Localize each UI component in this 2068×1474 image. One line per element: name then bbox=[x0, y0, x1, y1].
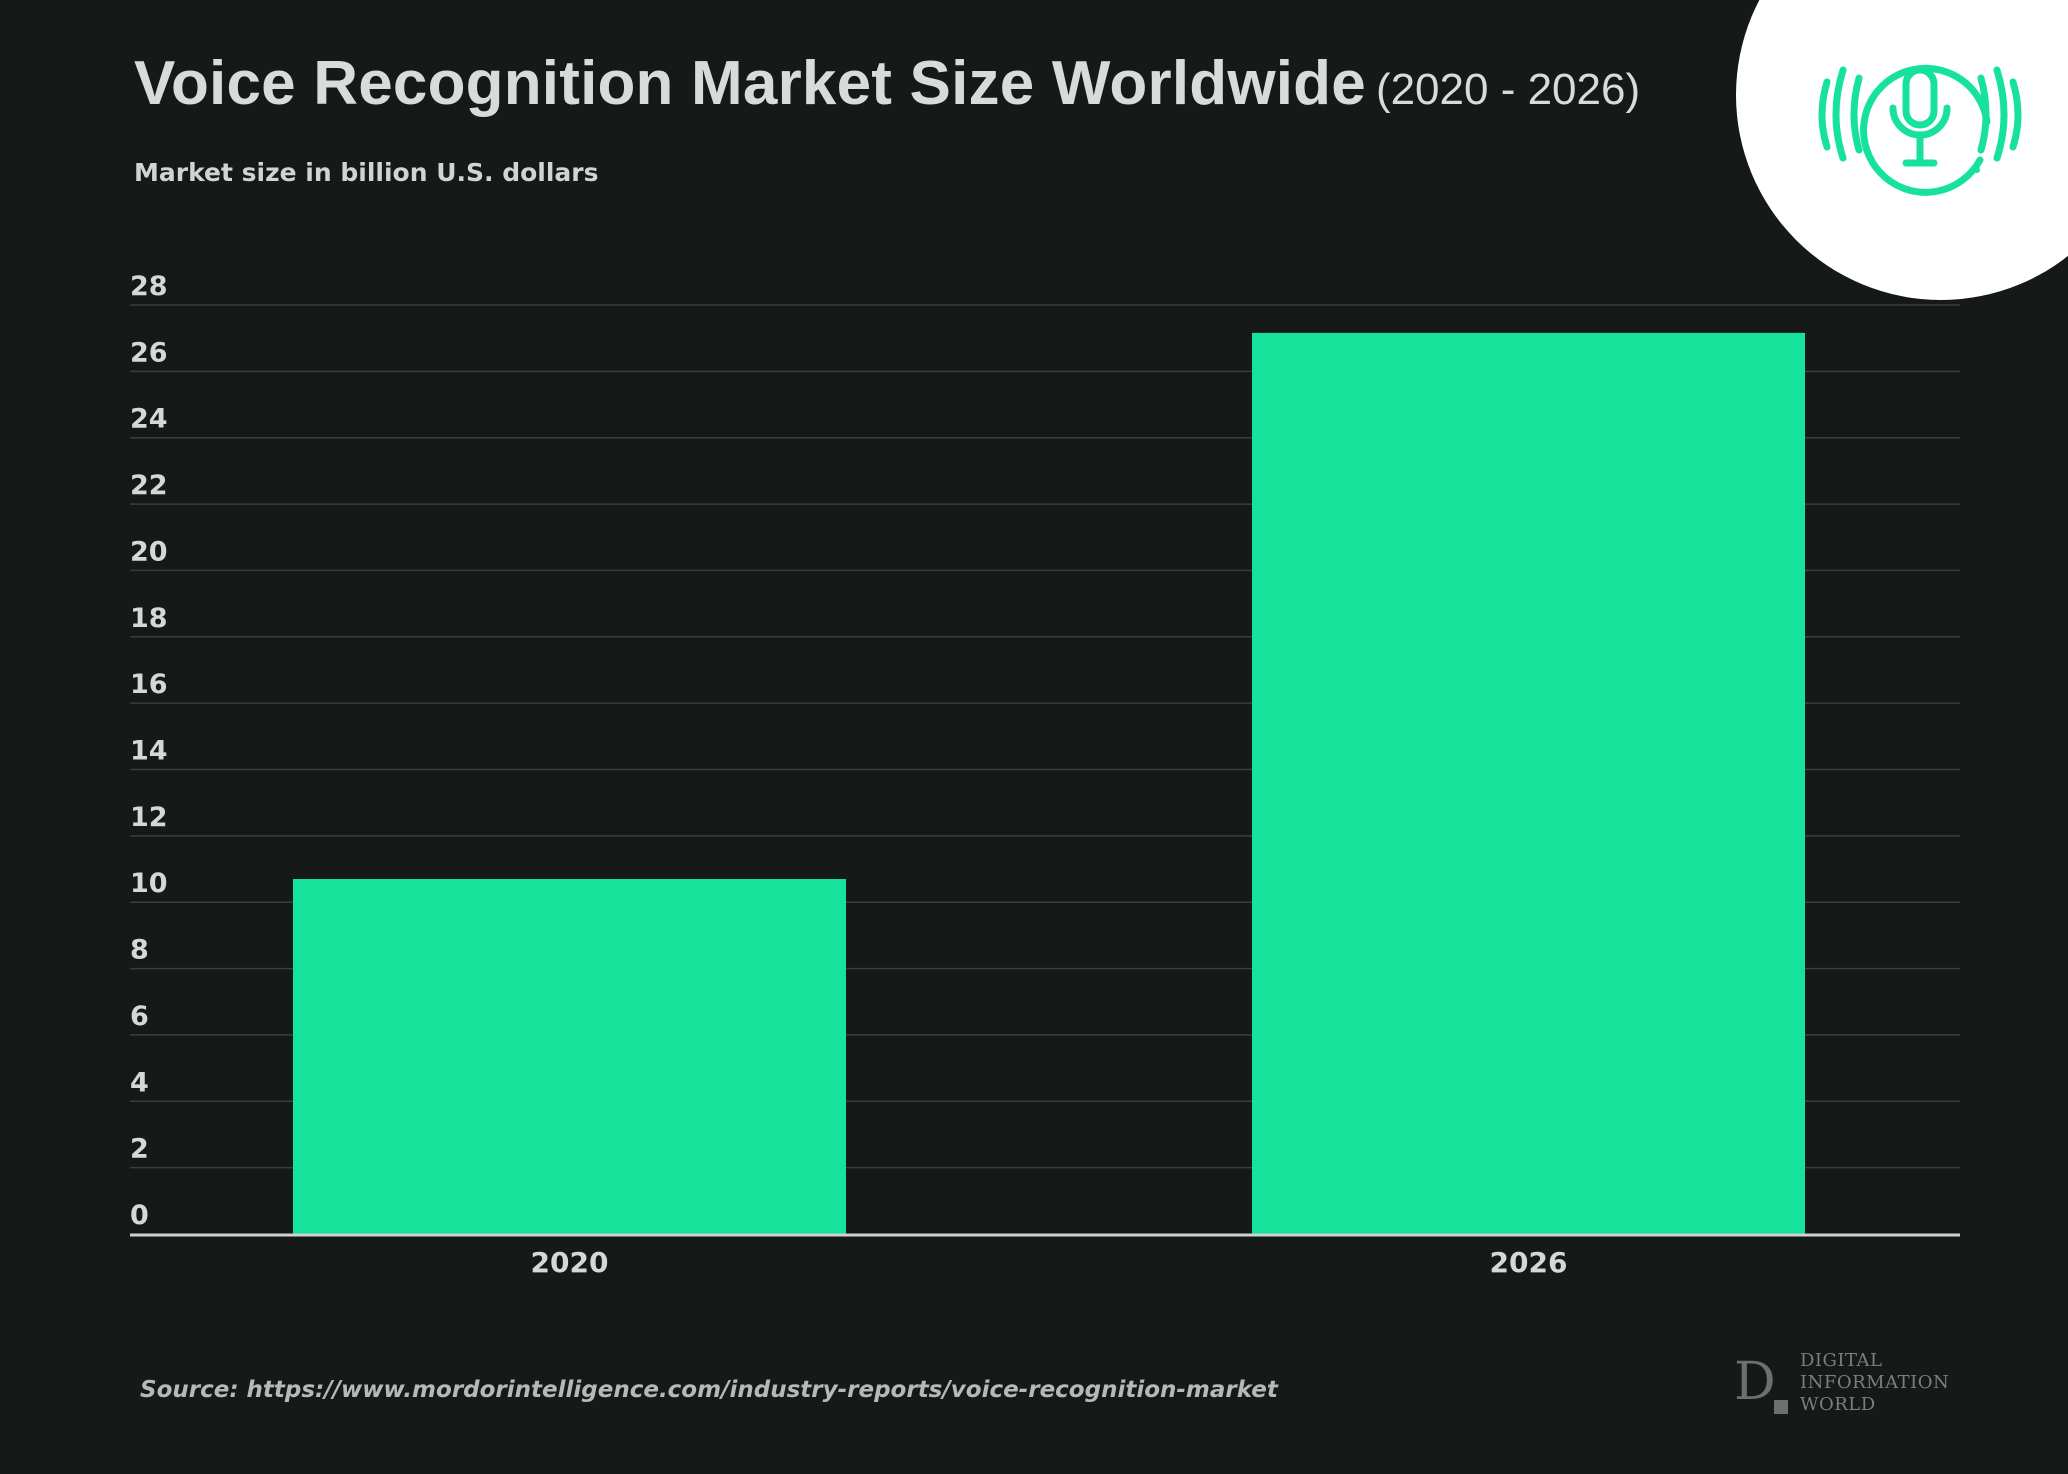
x-tick-label: 2026 bbox=[1490, 1246, 1568, 1279]
y-tick-label: 8 bbox=[130, 935, 149, 966]
y-tick-label: 0 bbox=[130, 1200, 149, 1231]
bars bbox=[293, 332, 1805, 1234]
wave-right-inner bbox=[1977, 74, 1990, 154]
y-tick-label: 2 bbox=[130, 1134, 149, 1165]
chart-subtitle: Market size in billion U.S. dollars bbox=[134, 158, 599, 187]
y-tick-label: 10 bbox=[130, 868, 168, 899]
mic-ring bbox=[1860, 64, 1991, 196]
y-tick-label: 14 bbox=[130, 736, 168, 767]
logo-square bbox=[1774, 1400, 1788, 1414]
wave-right-outer bbox=[1993, 66, 2008, 162]
logo-text: DIGITAL INFORMATION WORLD bbox=[1800, 1350, 1949, 1416]
y-tick-label: 22 bbox=[130, 470, 168, 501]
y-tick-label: 28 bbox=[130, 271, 168, 302]
x-axis-labels: 2020 2026 bbox=[531, 1246, 1568, 1279]
logo: D DIGITAL INFORMATION WORLD bbox=[1730, 1350, 1970, 1420]
wave-left-outer bbox=[1832, 66, 1847, 162]
mic-capsule bbox=[1902, 66, 1938, 129]
bar-2026 bbox=[1252, 332, 1805, 1234]
logo-line-2: INFORMATION bbox=[1800, 1372, 1950, 1393]
y-tick-label: 12 bbox=[130, 802, 168, 833]
chart-title-text: Voice Recognition Market Size Worldwide bbox=[134, 49, 1366, 118]
logo-letter: D bbox=[1734, 1352, 1776, 1412]
y-tick-label: 24 bbox=[130, 404, 168, 435]
chart-title-range: (2020 - 2026) bbox=[1375, 65, 1641, 114]
logo-line-3: WORLD bbox=[1800, 1394, 1876, 1415]
y-tick-label: 4 bbox=[130, 1067, 149, 1098]
wave-right-far bbox=[2009, 78, 2022, 151]
bar-2020 bbox=[293, 878, 846, 1234]
y-tick-label: 6 bbox=[130, 1001, 149, 1032]
wave-left-inner bbox=[1850, 74, 1863, 154]
y-tick-label: 16 bbox=[130, 669, 168, 700]
microphone-icon bbox=[1818, 64, 2022, 196]
chart-title: Voice Recognition Market Size Worldwide(… bbox=[134, 48, 1640, 119]
logo-line-1: DIGITAL bbox=[1800, 1350, 1883, 1371]
source-text: Source: https://www.mordorintelligence.c… bbox=[140, 1377, 1278, 1403]
mic-ring-dot bbox=[1974, 167, 1980, 173]
x-tick-label: 2020 bbox=[531, 1246, 609, 1279]
wave-left-far bbox=[1818, 78, 1831, 151]
y-tick-label: 20 bbox=[130, 536, 168, 567]
y-tick-label: 26 bbox=[130, 337, 168, 368]
y-tick-label: 18 bbox=[130, 603, 168, 634]
